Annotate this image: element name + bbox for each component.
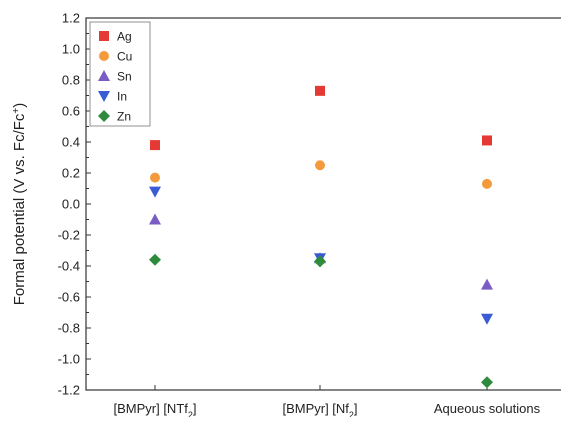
- y-tick-label: 0.0: [62, 197, 80, 212]
- y-tick-label: -0.4: [58, 259, 80, 274]
- y-axis-label-superscript: +: [11, 108, 22, 114]
- legend-marker-ag: [99, 31, 109, 41]
- point-ag: [315, 85, 325, 96]
- legend-marker-in: [98, 91, 110, 102]
- legend-marker-zn: [98, 110, 110, 122]
- x-category-label: [BMPyr] [NTf2]: [113, 401, 196, 417]
- y-tick-label: -1.2: [58, 383, 80, 398]
- point-cu: [482, 178, 492, 189]
- legend: Ag Cu Sn In Zn: [89, 21, 151, 127]
- point-in: [149, 186, 161, 198]
- legend-label: In: [117, 90, 127, 104]
- point-sn: [481, 278, 493, 290]
- y-tick-label: 0.6: [62, 104, 80, 119]
- plot-frame: [85, 17, 561, 391]
- point-zn: [149, 253, 161, 266]
- point-zn: [481, 376, 493, 389]
- x-axis-ticks: [BMPyr] [NTf2] [BMPyr] [Nf2] Aqueous solut…: [113, 385, 541, 420]
- y-tick-label: -1.0: [58, 352, 80, 367]
- point-cu: [315, 160, 325, 171]
- x-category-label: Aqueous solutions: [434, 401, 541, 416]
- point-in: [481, 313, 493, 325]
- x-category-label: [BMPyr] [Nf2]: [282, 401, 357, 417]
- y-tick-label: 0.4: [62, 135, 80, 150]
- point-ag: [150, 140, 160, 151]
- y-tick-label: 1.0: [62, 42, 80, 57]
- point-zn: [314, 255, 326, 268]
- data-points: [149, 85, 493, 389]
- point-cu: [150, 172, 160, 183]
- y-tick-label: 1.2: [62, 11, 80, 26]
- y-tick-label: -0.6: [58, 290, 80, 305]
- point-ag: [482, 135, 492, 146]
- y-tick-label: 0.8: [62, 73, 80, 88]
- legend-label: Zn: [117, 110, 131, 124]
- legend-label: Ag: [117, 30, 132, 44]
- legend-label: Sn: [117, 70, 132, 84]
- y-tick-label: -0.8: [58, 321, 80, 336]
- y-tick-label: -0.2: [58, 228, 80, 243]
- y-tick-label: 0.2: [62, 166, 80, 181]
- legend-marker-sn: [98, 70, 110, 81]
- legend-label: Cu: [117, 50, 132, 64]
- point-sn: [149, 213, 161, 225]
- y-axis-ticks: -1.2 -1.0 -0.8 -0.6 -0.4 -0.2 0.0 0.2 0.4 0.6 0.8 1…: [58, 11, 91, 398]
- legend-marker-cu: [99, 51, 109, 61]
- y-axis-label: Formal potential (V vs. Fc/Fc+): [11, 103, 29, 306]
